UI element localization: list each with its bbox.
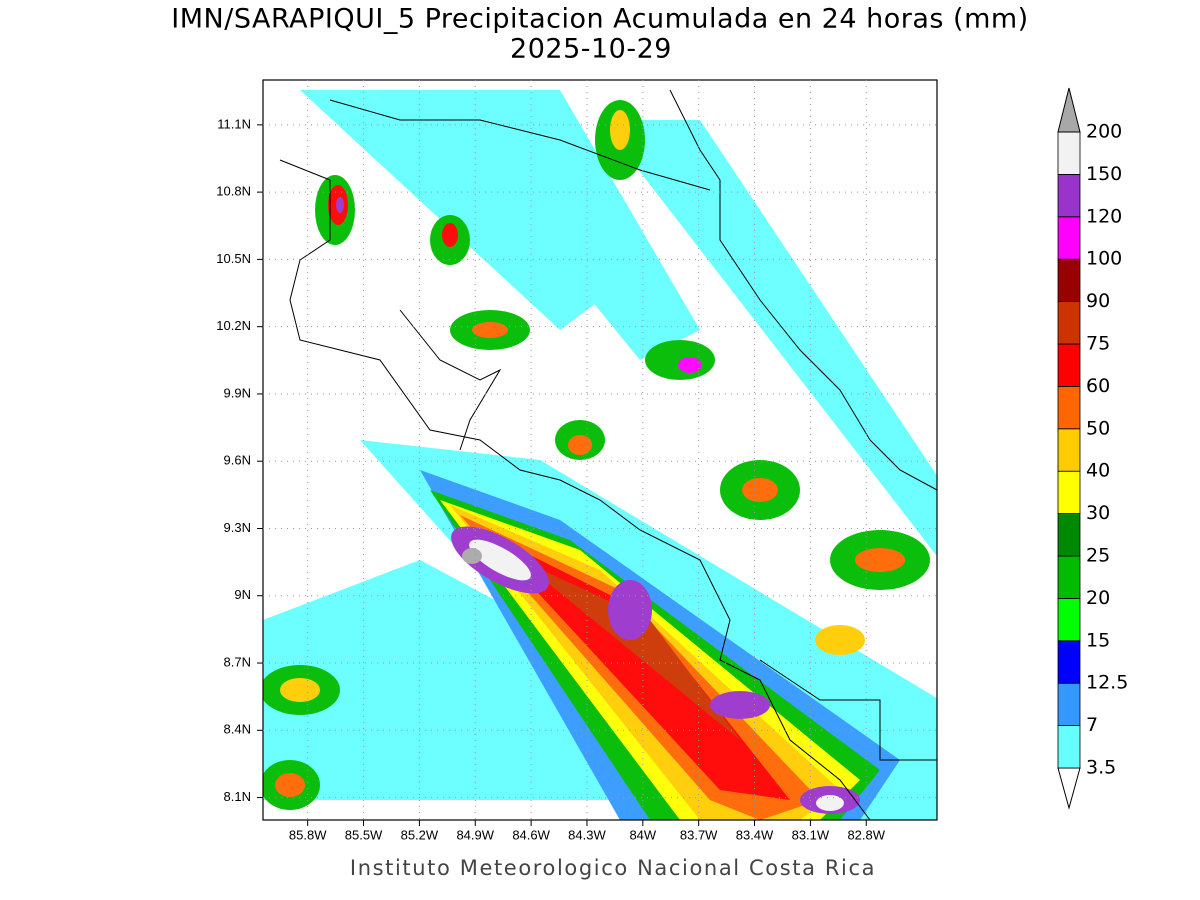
colorbar-label: 90 — [1086, 290, 1110, 312]
colorbar-label: 12.5 — [1086, 672, 1128, 694]
x-tick-label: 83.1W — [792, 827, 830, 842]
colorbar-segment — [1057, 598, 1081, 642]
footer: Instituto Meteorologico Nacional Costa R… — [350, 856, 876, 880]
y-tick-label: 8.7N — [224, 654, 251, 669]
colorbar-segment — [1057, 301, 1081, 345]
colorbar-label: 60 — [1086, 375, 1110, 397]
colorbar-label: 75 — [1086, 333, 1110, 355]
x-tick-label: 84W — [629, 827, 656, 842]
y-tick-label: 9.6N — [224, 453, 251, 468]
colorbar-segment — [1057, 470, 1081, 515]
y-tick-label: 9.3N — [224, 520, 251, 535]
colorbar-segment — [1057, 640, 1081, 684]
colorbar-label: 150 — [1086, 163, 1122, 185]
x-tick-label: 83.4W — [736, 827, 774, 842]
colorbar-segment — [1057, 555, 1081, 599]
x-tick-label: 85.2W — [401, 827, 439, 842]
colorbar-label: 50 — [1086, 417, 1110, 439]
colorbar-segment — [1057, 173, 1081, 218]
x-tick-label: 85.5W — [345, 827, 383, 842]
colorbar-segment — [1057, 258, 1081, 303]
colorbar-label: 25 — [1086, 545, 1110, 567]
x-tick-label: 85.8W — [289, 827, 327, 842]
colorbar-segment — [1057, 343, 1081, 387]
x-tick-label: 84.6W — [512, 827, 550, 842]
colorbar-label: 200 — [1086, 121, 1122, 143]
precipitation-field — [263, 89, 937, 820]
plot-frame — [262, 79, 938, 821]
y-tick-label: 10.8N — [216, 184, 251, 199]
colorbar-segment — [1057, 725, 1081, 769]
colorbar-label: 40 — [1086, 460, 1110, 482]
y-tick-label: 8.4N — [224, 722, 251, 737]
colorbar-segment — [1057, 682, 1081, 727]
y-tick-label: 9.9N — [224, 385, 251, 400]
y-tick-label: 8.1N — [224, 789, 251, 804]
colorbar-label: 120 — [1086, 205, 1122, 227]
colorbar-over — [1057, 87, 1081, 133]
title: IMN/SARAPIQUI_5 Precipitacion Acumulada … — [171, 4, 1028, 35]
x-tick-label: 83.7W — [680, 827, 718, 842]
x-tick-label: 84.9W — [456, 827, 494, 842]
y-tick-label: 9N — [234, 587, 251, 602]
y-tick-label: 11.1N — [217, 116, 251, 131]
y-tick-label: 10.2N — [216, 318, 251, 333]
colorbar-segment — [1057, 428, 1081, 472]
colorbar-label: 15 — [1086, 629, 1110, 651]
colorbar-label: 3.5 — [1086, 757, 1116, 779]
colorbar-segment — [1057, 131, 1081, 175]
x-tick-label: 84.3W — [568, 827, 606, 842]
colorbar-segment — [1057, 513, 1081, 557]
colorbar-label: 20 — [1086, 587, 1110, 609]
colorbar-label: 100 — [1086, 248, 1122, 270]
colorbar-label: 7 — [1086, 714, 1098, 736]
y-tick-label: 10.5N — [216, 251, 251, 266]
colorbar-segment — [1057, 216, 1081, 260]
colorbar-label: 30 — [1086, 502, 1110, 524]
colorbar-segment — [1057, 385, 1081, 430]
x-tick-label: 82.8W — [847, 827, 885, 842]
colorbar-under — [1057, 767, 1081, 810]
subtitle: 2025-10-29 — [510, 34, 672, 65]
